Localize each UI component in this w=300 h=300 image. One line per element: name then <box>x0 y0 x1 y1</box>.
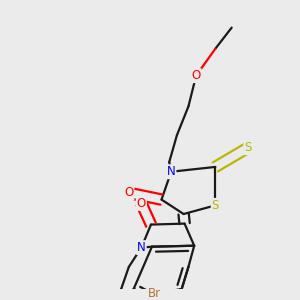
Text: O: O <box>137 197 146 210</box>
Text: N: N <box>137 241 146 254</box>
Text: S: S <box>212 199 219 212</box>
Text: O: O <box>191 69 201 82</box>
Text: N: N <box>167 165 176 178</box>
Text: O: O <box>124 186 134 200</box>
Text: Br: Br <box>148 287 161 300</box>
Text: S: S <box>244 141 252 154</box>
